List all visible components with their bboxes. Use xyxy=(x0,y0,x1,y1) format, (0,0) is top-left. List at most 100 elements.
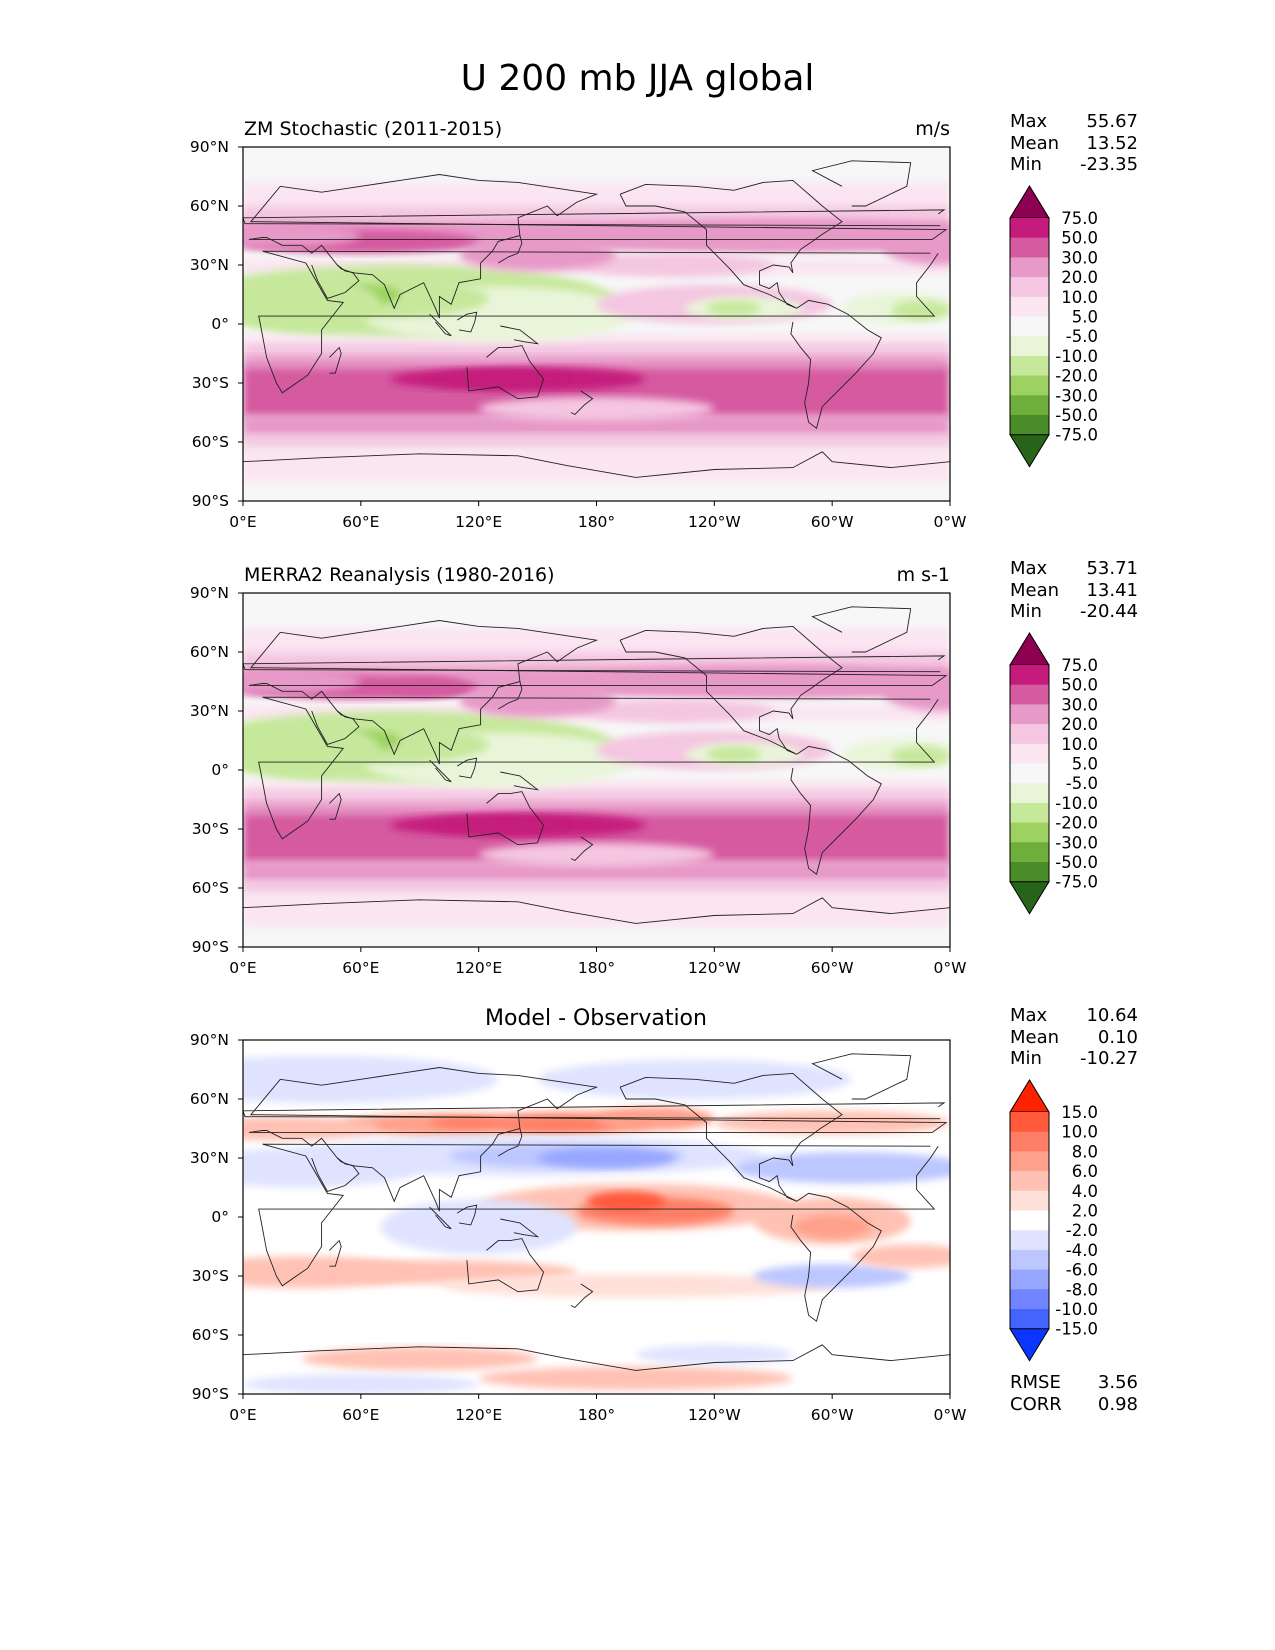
lon-label: 0°E xyxy=(229,513,256,531)
colorbar-segment xyxy=(1010,684,1049,705)
coastline xyxy=(248,1067,948,1212)
figure-title: U 200 mb JJA global xyxy=(460,58,815,99)
colorbar-tick-label: 30.0 xyxy=(1061,248,1098,267)
contour-region xyxy=(243,1055,499,1103)
colorbar-extend-top xyxy=(1009,185,1050,219)
colorbar-tick-label: -20.0 xyxy=(1055,367,1098,386)
colorbar-tick-label: -5.0 xyxy=(1066,327,1098,346)
panel-1-units: m/s xyxy=(915,118,950,140)
colorbar-tick-label: 2.0 xyxy=(1072,1202,1098,1221)
coastline xyxy=(456,311,478,333)
colorbar-segment xyxy=(1010,375,1049,396)
contour-region xyxy=(851,1244,950,1269)
lat-label: 90°N xyxy=(190,1031,229,1049)
contour-region xyxy=(478,396,715,421)
colorbar-segment xyxy=(1010,1131,1049,1152)
coastline xyxy=(500,1218,540,1238)
colorbar-tick-label: 15.0 xyxy=(1061,1103,1098,1122)
colorbar-tick-label: 6.0 xyxy=(1072,1162,1098,1181)
contour-region xyxy=(429,1116,509,1129)
contour-band xyxy=(243,628,950,656)
max-value: 10.64 xyxy=(1086,1005,1138,1026)
contour-region xyxy=(301,1346,538,1371)
contour-region xyxy=(891,746,950,767)
contour-region xyxy=(459,239,617,271)
min-value: -20.44 xyxy=(1080,601,1139,622)
colorbar-segment xyxy=(1010,783,1049,804)
colorbar-segment xyxy=(1010,763,1049,784)
colorbar-1: 75.050.030.020.010.05.0-5.0-10.0-20.0-30… xyxy=(1009,185,1098,468)
colorbar-tick-label: -5.0 xyxy=(1066,774,1098,793)
lon-label: 60°W xyxy=(811,959,854,977)
coastline xyxy=(248,174,948,319)
colorbar-tick-label: -10.0 xyxy=(1055,347,1098,366)
colorbar-tick-label: -20.0 xyxy=(1055,814,1098,833)
contour-region xyxy=(576,253,774,277)
colorbar-frame xyxy=(1009,218,1050,435)
map-panel-1 xyxy=(243,147,950,501)
max-value: 55.67 xyxy=(1086,111,1138,132)
colorbar-segment xyxy=(1010,822,1049,843)
contour-region xyxy=(596,1106,715,1131)
contour-band xyxy=(243,891,950,928)
coastline xyxy=(619,625,843,755)
colorbar-tick-label: -75.0 xyxy=(1055,426,1098,445)
max-value: 53.71 xyxy=(1086,558,1138,579)
colorbar-tick-label: -10.0 xyxy=(1055,1300,1098,1319)
contour-region xyxy=(243,1374,479,1394)
coastline xyxy=(243,1102,946,1120)
coastline xyxy=(329,346,342,374)
colorbar-3: 15.010.08.06.04.02.0-2.0-4.0-6.0-8.0-10.… xyxy=(1009,1079,1098,1362)
map-panel-2 xyxy=(243,593,950,947)
colorbar-tick-label: -30.0 xyxy=(1055,386,1098,405)
colorbar-tick-label: 5.0 xyxy=(1072,308,1098,327)
coastline xyxy=(466,345,545,400)
colorbar-segment xyxy=(1010,1151,1049,1172)
lon-label: 0°W xyxy=(934,959,967,977)
contour-band xyxy=(243,414,950,439)
contour-region xyxy=(891,300,950,321)
contour-band xyxy=(243,182,950,210)
colorbar-tick-label: -6.0 xyxy=(1066,1261,1098,1280)
corr-label: CORR xyxy=(1010,1393,1062,1415)
colorbar-tick-label: -50.0 xyxy=(1055,406,1098,425)
colorbar-tick-label: 10.0 xyxy=(1061,288,1098,307)
lat-label: 30°S xyxy=(192,820,229,838)
lon-label: 60°E xyxy=(342,513,379,531)
coastline xyxy=(811,160,912,207)
colorbar-tick-label: 50.0 xyxy=(1061,229,1098,248)
coastline xyxy=(500,771,540,791)
coastline xyxy=(258,696,939,840)
coastline xyxy=(243,655,946,673)
panel-1-title: ZM Stochastic (2011-2015) xyxy=(244,118,503,140)
contour-region xyxy=(459,685,617,717)
lat-label: 0° xyxy=(211,1208,229,1226)
coastline xyxy=(811,606,912,653)
coastline xyxy=(243,451,950,478)
coastline xyxy=(790,745,882,875)
lat-label: 60°S xyxy=(192,879,229,897)
min-value: -10.27 xyxy=(1080,1048,1139,1069)
min-value: -23.35 xyxy=(1080,154,1139,175)
lat-label: 60°N xyxy=(190,197,229,215)
colorbar-tick-label: 75.0 xyxy=(1061,656,1098,675)
panel-2-stats: Max 53.71 Mean 13.41 Min -20.44 xyxy=(1010,558,1138,623)
lat-label: 30°N xyxy=(190,1149,229,1167)
coastline xyxy=(498,1128,523,1157)
colorbar-tick-label: -50.0 xyxy=(1055,853,1098,872)
coastline xyxy=(456,1204,478,1226)
colorbar-extend-top xyxy=(1009,1079,1050,1113)
lon-label: 60°W xyxy=(811,1406,854,1424)
coastline xyxy=(329,792,342,820)
lat-label: 60°N xyxy=(190,643,229,661)
lon-label: 60°E xyxy=(342,959,379,977)
colorbar-extend-bottom xyxy=(1009,881,1050,915)
colorbar-tick-label: 50.0 xyxy=(1061,676,1098,695)
rmse-label: RMSE xyxy=(1010,1372,1061,1393)
min-label: Min xyxy=(1010,154,1042,175)
colorbar-segment xyxy=(1010,415,1049,436)
lon-label: 180° xyxy=(578,1406,615,1424)
lon-label: 180° xyxy=(578,513,615,531)
lon-label: 0°W xyxy=(934,1406,967,1424)
